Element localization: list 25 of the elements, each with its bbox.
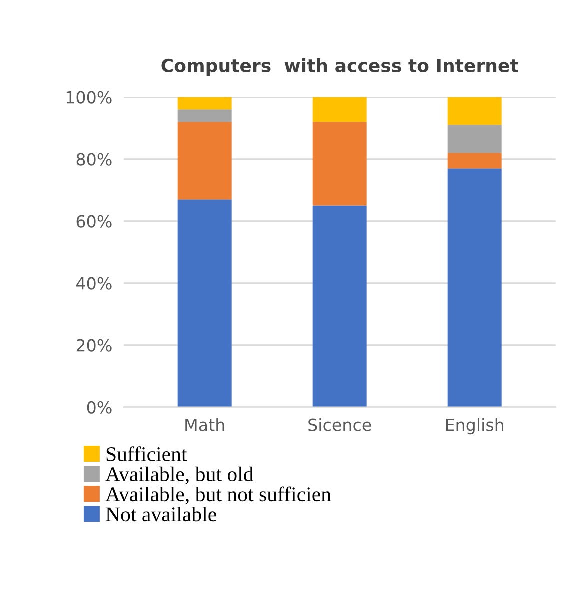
bar	[178, 200, 232, 408]
y-tick-label: 20%	[76, 339, 112, 352]
legend-label: Not available	[106, 507, 216, 522]
x-tick-label: English	[446, 418, 504, 435]
bar	[312, 206, 367, 408]
bar	[448, 125, 502, 154]
bar	[178, 97, 232, 110]
x-tick-label: Sicence	[308, 418, 372, 432]
legend-label: Available, but old	[106, 466, 254, 485]
y-tick-label: 40%	[76, 277, 112, 290]
bar	[448, 168, 502, 408]
bar	[312, 122, 367, 206]
legend-label: Available, but not sufficien	[106, 486, 332, 505]
y-tick-label: 80%	[76, 153, 112, 166]
y-tick-label: 100%	[66, 91, 112, 104]
bar	[448, 97, 502, 126]
bar	[312, 97, 367, 122]
bar	[178, 122, 232, 200]
bar	[178, 110, 232, 122]
y-tick-label: 60%	[76, 215, 112, 228]
chart-title: Computers with access to Internet	[162, 58, 518, 76]
legend-label: Sufficient	[106, 446, 188, 462]
bar	[448, 153, 502, 169]
x-tick-label: Math	[186, 418, 224, 432]
y-tick-label: 0%	[87, 401, 112, 414]
